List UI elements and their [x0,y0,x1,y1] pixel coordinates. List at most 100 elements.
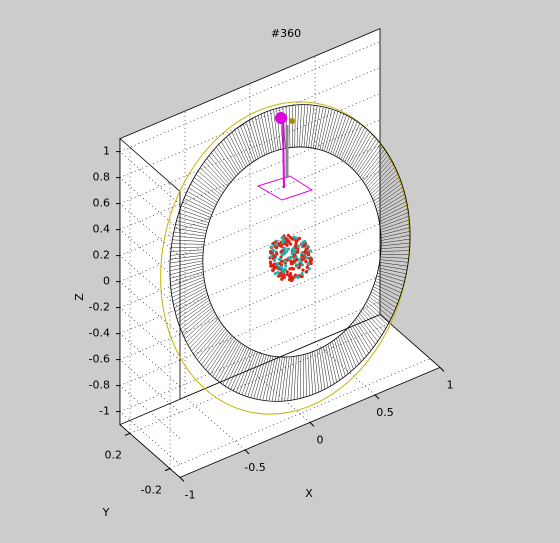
ring-line [195,173,222,196]
ring-line [171,282,205,298]
ring-line [376,275,404,286]
blob-dot [300,254,304,258]
ring-line [176,297,209,320]
blob-dot [289,271,293,276]
blob-dot [295,263,300,268]
ring-line [178,299,210,323]
ring-inner [202,146,382,358]
ring-line [309,352,313,395]
blob-dot [274,243,278,247]
ring-line [307,353,310,396]
x-tick-label: -0.5 [244,461,265,474]
y-tick [164,468,171,472]
ring-line [342,123,361,161]
x-tick-label: 0 [317,433,324,446]
z-tick-label: -0.6 [89,353,110,366]
y-tick-label: 0.2 [105,448,123,461]
ring-line [174,228,207,234]
ring-line [347,327,365,360]
ring-line [248,120,261,158]
ring-line [183,198,213,213]
ring-line [349,325,367,357]
ring-line [318,348,326,390]
ring-line [169,263,203,272]
ring-line [247,353,263,397]
x-tick [309,422,315,427]
blob-dot [290,252,294,256]
blob-dot [272,258,277,262]
blob-dot [309,258,314,262]
ring-line [378,204,408,220]
z-tick-label: -0.4 [89,327,110,340]
ring-line [351,133,373,169]
ring-line [380,250,410,252]
ring-line [319,108,330,150]
blob-dot [289,278,294,283]
ring-line [287,356,292,401]
ring-line [378,267,407,275]
ring-line [380,223,410,233]
ring-line [370,170,397,195]
ring-line [223,139,242,171]
ring-line [380,256,409,259]
ring-line [201,330,228,365]
ring-line [278,356,285,402]
blob-dot [275,262,279,266]
ring-line [325,345,335,385]
ring-line [204,161,228,187]
ring-line [344,125,363,163]
z-tick-label: 1 [103,145,110,158]
ring-line [336,118,353,158]
ring-line [367,298,392,319]
ring-line [169,260,203,268]
blob-dot [279,263,284,267]
z-tick-label: 0.8 [93,171,111,184]
x-tick [374,394,380,400]
scene [160,101,411,415]
blob-dot [274,265,278,270]
blob-dot [307,253,311,257]
ring-line [211,152,233,181]
ring-line [170,255,204,260]
blob-dot [288,267,292,271]
ring-line [253,354,267,399]
ring-line [170,252,204,256]
ring-line [330,113,344,154]
blob-dot [305,269,309,274]
ring-line [372,288,398,305]
z-tick-label: -0.2 [89,301,110,314]
ring-line [208,155,232,183]
ring-line [362,151,387,182]
blob-dot [304,260,308,264]
ring-line [293,356,297,400]
ring-line [175,224,207,231]
ring-line [360,310,383,336]
ring-line [197,326,225,360]
blob-dot [280,249,284,253]
mast [282,119,285,189]
z-tick-label: 0.2 [93,249,111,262]
blob-dot [280,252,284,256]
sensor-plane [256,175,314,201]
ring-line [321,109,333,151]
blob-dot [277,257,282,261]
z-tick-label: 0.4 [93,223,111,236]
blob-dot [284,239,288,243]
ring-line [199,167,225,191]
ring-line [381,238,411,244]
ring-line [262,356,274,401]
x-tick [439,367,445,372]
ring-line [254,116,266,156]
blob-dot [294,236,298,240]
blob-dot [300,274,304,279]
ring-line [358,143,381,176]
ring-line [217,341,240,381]
blob-dot [294,246,298,250]
ring-line [380,231,411,238]
ring-line [308,105,315,148]
ring-line [301,104,306,148]
ring-line [372,176,400,200]
ring-line [303,104,309,148]
ring-line [368,296,394,315]
ring-line [180,304,212,330]
